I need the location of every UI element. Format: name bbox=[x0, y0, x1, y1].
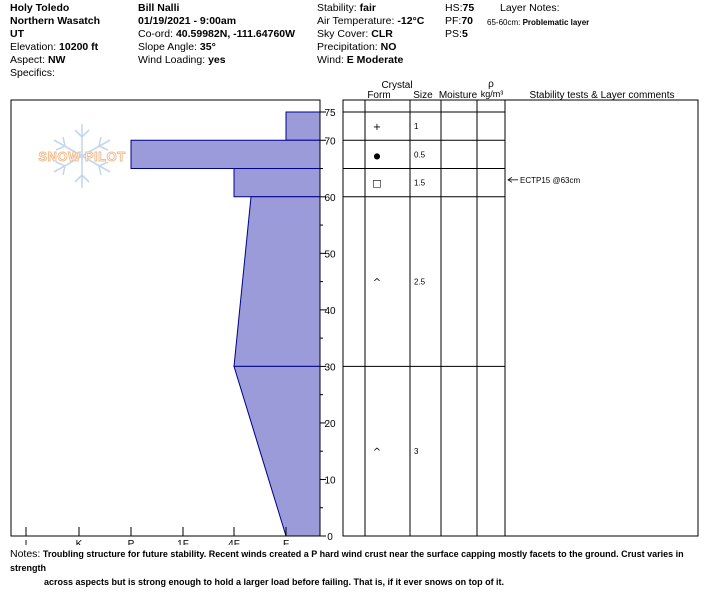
hardness-tick-label: I bbox=[25, 539, 28, 545]
header-col-2: Bill Nalli 01/19/2021 - 9:00am Co-ord: 4… bbox=[138, 2, 295, 67]
size-header: Size bbox=[413, 90, 433, 101]
hardness-tick-label: 1F bbox=[177, 539, 189, 545]
hardness-profile bbox=[130, 111, 321, 537]
layer-note-text: Problematic layer bbox=[522, 18, 590, 27]
crystal-size: 1 bbox=[414, 122, 419, 131]
layer-table: +1 ● 0.5 □ 1.5 ^ 2.5 ^ 3 ECTP15 @63cm bbox=[342, 99, 699, 537]
location: Holy Toledo bbox=[10, 2, 70, 14]
density-header: kg/m³ bbox=[481, 89, 504, 99]
column-headers: Crystal Form Size Moisture ρ kg/m³ Stabi… bbox=[367, 79, 674, 101]
specifics: Specifics: bbox=[10, 67, 55, 79]
height-tick-label: 40 bbox=[324, 306, 336, 317]
notes: Notes: Troubling structure for future st… bbox=[10, 547, 705, 589]
height-tick-label: 60 bbox=[324, 193, 336, 204]
observer: Bill Nalli bbox=[138, 2, 180, 14]
air-temperature: Air Temperature: -12°C bbox=[317, 15, 425, 27]
layer-notes: Layer Notes: bbox=[500, 2, 560, 15]
sky-cover: Sky Cover: CLR bbox=[317, 28, 393, 40]
state: UT bbox=[10, 28, 24, 40]
hs: HS:75 bbox=[445, 2, 475, 14]
pf: PF:70 bbox=[445, 15, 474, 27]
crystal-form-icon: + bbox=[373, 122, 381, 133]
height-tick-label: 75 bbox=[324, 108, 336, 119]
height-axis: 0 10 20 30 40 50 60 70 75 bbox=[320, 100, 344, 543]
crystal-form-icon: ● bbox=[374, 151, 381, 160]
coordinates: Co-ord: 40.59982N, -111.64760W bbox=[138, 28, 296, 40]
form-header: Form bbox=[367, 90, 390, 101]
hardness-tick-label: P bbox=[128, 539, 135, 545]
header-col-4: HS:75 PF:70 PS:5 bbox=[445, 2, 474, 41]
wind: Wind: E Moderate bbox=[317, 54, 404, 66]
datetime: 01/19/2021 - 9:00am bbox=[138, 15, 237, 27]
crystal-form-icon: □ bbox=[372, 179, 381, 190]
rho-header: ρ bbox=[488, 79, 494, 90]
snow-profile-chart: SNOW PILOT I K P 1F 4F F 0 10 20 30 40 50 60 70 75 Cr… bbox=[10, 79, 699, 545]
hardness-plot-frame bbox=[10, 99, 321, 537]
ps: PS:5 bbox=[445, 28, 468, 40]
layer-note-1: 65-60cm: Problematic layer bbox=[487, 16, 589, 29]
hardness-layer bbox=[130, 139, 321, 170]
aspect: Aspect: NW bbox=[10, 54, 66, 66]
layer-notes-title: Layer Notes: bbox=[500, 2, 560, 14]
elevation: Elevation: 10200 ft bbox=[10, 41, 99, 53]
height-tick-label: 10 bbox=[324, 475, 336, 486]
wind-loading: Wind Loading: yes bbox=[138, 54, 226, 66]
header-col-1: Holy Toledo Northern Wasatch UT Elevatio… bbox=[10, 2, 100, 80]
height-tick-label: 20 bbox=[324, 419, 336, 430]
crystal-header: Crystal bbox=[381, 80, 412, 91]
crystal-form-icon: ^ bbox=[373, 278, 381, 289]
notes-label: Notes: bbox=[10, 548, 41, 560]
height-tick-label: 50 bbox=[324, 249, 336, 260]
slope-angle: Slope Angle: 35° bbox=[138, 41, 216, 53]
stability: Stability: fair bbox=[317, 2, 376, 14]
stability-header: Stability tests & Layer comments bbox=[529, 90, 674, 101]
crystal-form-icon: ^ bbox=[373, 447, 381, 458]
range: Northern Wasatch bbox=[10, 15, 101, 27]
crystal-size: 2.5 bbox=[414, 278, 426, 287]
hardness-tick-label: 4F bbox=[228, 539, 240, 545]
hardness-layer bbox=[285, 111, 321, 141]
stability-test-label: ECTP15 @63cm bbox=[520, 176, 580, 185]
crystal-size: 3 bbox=[414, 447, 419, 456]
hardness-layer bbox=[233, 168, 321, 198]
hardness-tick-label: F bbox=[283, 539, 289, 545]
snowflake-icon bbox=[53, 124, 111, 188]
logo-text: SNOW PILOT bbox=[38, 149, 125, 164]
arrow-head-icon bbox=[507, 177, 513, 183]
height-tick-label: 30 bbox=[324, 362, 336, 373]
crystal-size: 0.5 bbox=[414, 150, 426, 159]
moisture-header: Moisture bbox=[439, 90, 478, 101]
notes-line-1: Troubling structure for future stability… bbox=[10, 549, 684, 573]
header-col-3: Stability: fair Air Temperature: -12°C S… bbox=[317, 2, 424, 67]
hardness-tick-label: K bbox=[76, 539, 83, 545]
crystal-size: 1.5 bbox=[414, 179, 426, 188]
hardness-axis: I K P 1F 4F F bbox=[25, 527, 289, 545]
table-frame bbox=[342, 99, 699, 537]
notes-line-2: across aspects but is strong enough to h… bbox=[44, 577, 505, 587]
precipitation: Precipitation: NO bbox=[317, 41, 397, 53]
layer-note-range: 65-60cm: bbox=[487, 18, 521, 27]
hardness-layer bbox=[233, 365, 321, 537]
height-tick-label: 0 bbox=[327, 532, 333, 543]
height-tick-label: 70 bbox=[324, 136, 336, 147]
hardness-layer bbox=[233, 196, 321, 367]
